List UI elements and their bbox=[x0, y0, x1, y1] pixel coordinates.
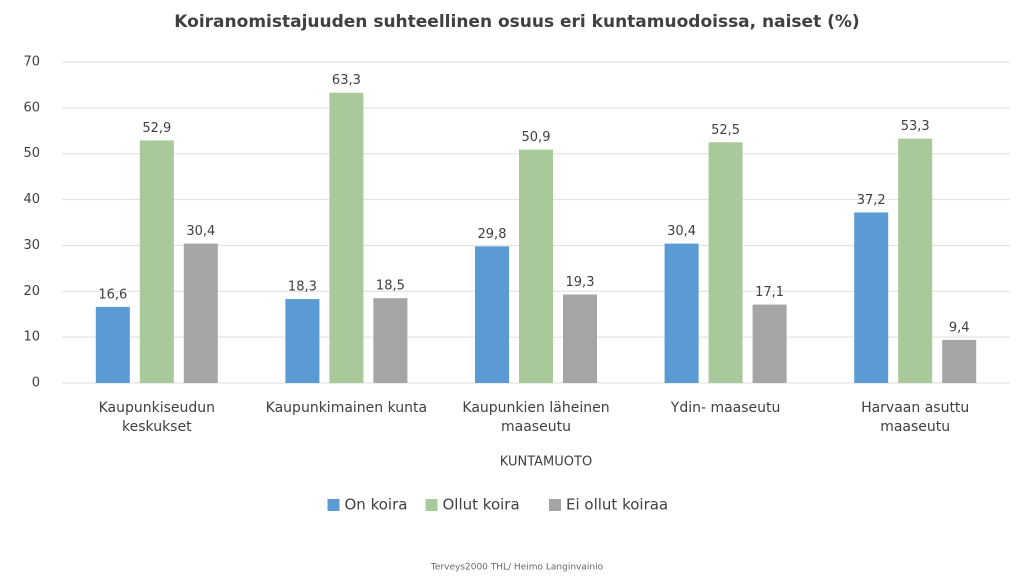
legend-label: On koira bbox=[345, 496, 408, 514]
legend-label: Ei ollut koiraa bbox=[566, 496, 668, 514]
y-tick-label: 0 bbox=[32, 376, 40, 391]
data-label: 53,3 bbox=[901, 119, 930, 134]
x-tick-label: Kaupunkimainen kunta bbox=[265, 400, 428, 416]
y-tick-label: 70 bbox=[23, 55, 40, 70]
bar bbox=[708, 142, 743, 383]
data-label: 17,1 bbox=[755, 285, 784, 300]
x-tick-label: Kaupunkien läheinen maaseutu bbox=[462, 400, 610, 435]
bar bbox=[373, 298, 408, 383]
x-tick-label: Ydin- maaseutu bbox=[670, 400, 781, 416]
legend-label: Ollut koira bbox=[443, 496, 520, 514]
bar bbox=[475, 246, 509, 383]
x-axis-label: KUNTAMUOTO bbox=[500, 455, 592, 470]
data-label: 63,3 bbox=[332, 73, 361, 88]
data-label: 18,3 bbox=[288, 280, 317, 295]
y-tick-label: 50 bbox=[23, 146, 40, 161]
legend-swatch bbox=[327, 499, 340, 511]
bar bbox=[285, 299, 320, 383]
bar bbox=[898, 138, 933, 383]
data-label: 37,2 bbox=[857, 193, 886, 208]
bar bbox=[95, 306, 130, 383]
y-tick-label: 30 bbox=[23, 238, 40, 253]
bar bbox=[942, 339, 977, 383]
bar bbox=[519, 149, 553, 383]
x-tick-label: Kaupunkiseudun keskukset bbox=[98, 400, 216, 435]
bar bbox=[664, 243, 699, 383]
y-tick-label: 40 bbox=[23, 192, 40, 207]
bar bbox=[183, 243, 218, 383]
data-label: 50,9 bbox=[522, 130, 551, 145]
data-label: 29,8 bbox=[478, 227, 507, 242]
data-label: 19,3 bbox=[566, 275, 595, 290]
chart-title: Koiranomistajuuden suhteellinen osuus er… bbox=[174, 12, 859, 32]
data-label: 9,4 bbox=[949, 320, 970, 335]
bar bbox=[854, 212, 889, 383]
bar bbox=[329, 92, 364, 383]
legend-swatch bbox=[549, 499, 561, 511]
data-label: 52,9 bbox=[142, 121, 171, 136]
y-tick-label: 60 bbox=[23, 100, 40, 115]
data-label: 30,4 bbox=[667, 224, 696, 239]
bar bbox=[563, 294, 597, 383]
data-label: 18,5 bbox=[376, 279, 405, 294]
bar bbox=[139, 140, 174, 383]
data-label: 16,6 bbox=[98, 287, 127, 302]
x-tick-label: Harvaan asuttu maaseutu bbox=[861, 400, 970, 435]
bar bbox=[752, 304, 787, 383]
data-label: 30,4 bbox=[186, 224, 215, 239]
data-label: 52,5 bbox=[711, 123, 740, 138]
legend-swatch bbox=[425, 499, 438, 511]
y-tick-label: 20 bbox=[23, 284, 40, 299]
y-tick-label: 10 bbox=[23, 330, 40, 345]
source: Terveys2000 THL/ Heimo Langinvainio bbox=[430, 563, 604, 573]
